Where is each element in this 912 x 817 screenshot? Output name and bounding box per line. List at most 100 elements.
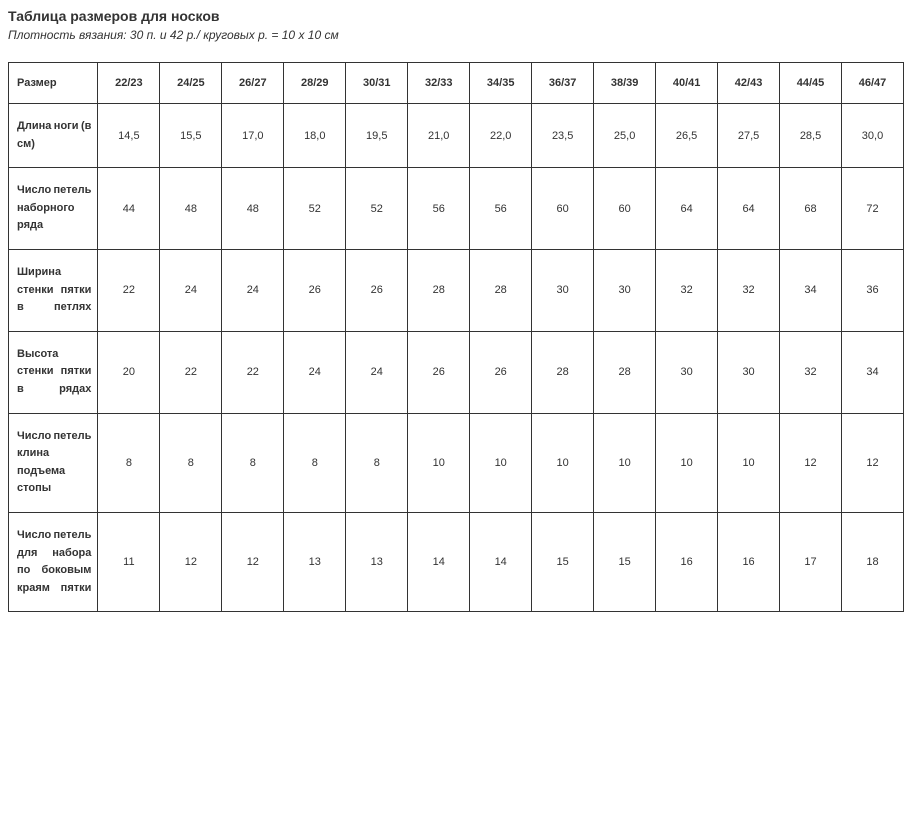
cell-value: 72 (842, 168, 904, 250)
cell-value: 28 (408, 249, 470, 331)
row-label: Длина ноги (в см) (9, 104, 98, 168)
size-col: 32/33 (408, 63, 470, 104)
cell-value: 24 (222, 249, 284, 331)
cell-value: 28 (532, 331, 594, 413)
cell-value: 60 (532, 168, 594, 250)
table-body: Длина ноги (в см)14,515,517,018,019,521,… (9, 104, 904, 612)
header-label: Размер (9, 63, 98, 104)
table-row: Число петель клина подъема стопы88888101… (9, 413, 904, 512)
cell-value: 8 (346, 413, 408, 512)
cell-value: 17 (780, 512, 842, 611)
row-label: Число петель для набора по боковым краям… (9, 512, 98, 611)
cell-value: 13 (284, 512, 346, 611)
size-col: 42/43 (718, 63, 780, 104)
cell-value: 30 (532, 249, 594, 331)
cell-value: 12 (842, 413, 904, 512)
cell-value: 22 (160, 331, 222, 413)
size-col: 30/31 (346, 63, 408, 104)
cell-value: 15 (532, 512, 594, 611)
cell-value: 26 (470, 331, 532, 413)
cell-value: 24 (346, 331, 408, 413)
cell-value: 12 (780, 413, 842, 512)
row-label: Число петель наборного ряда (9, 168, 98, 250)
cell-value: 56 (470, 168, 532, 250)
size-col: 24/25 (160, 63, 222, 104)
cell-value: 30,0 (842, 104, 904, 168)
cell-value: 17,0 (222, 104, 284, 168)
cell-value: 14 (470, 512, 532, 611)
cell-value: 15 (594, 512, 656, 611)
cell-value: 30 (718, 331, 780, 413)
cell-value: 10 (718, 413, 780, 512)
gauge-subtitle: Плотность вязания: 30 п. и 42 р./ кругов… (8, 28, 904, 42)
cell-value: 14,5 (98, 104, 160, 168)
size-col: 38/39 (594, 63, 656, 104)
size-col: 28/29 (284, 63, 346, 104)
size-col: 26/27 (222, 63, 284, 104)
cell-value: 16 (656, 512, 718, 611)
cell-value: 8 (284, 413, 346, 512)
table-row: Ширина стенки пятки в петлях222424262628… (9, 249, 904, 331)
cell-value: 64 (656, 168, 718, 250)
size-col: 34/35 (470, 63, 532, 104)
cell-value: 32 (718, 249, 780, 331)
cell-value: 12 (160, 512, 222, 611)
table-row: Длина ноги (в см)14,515,517,018,019,521,… (9, 104, 904, 168)
cell-value: 23,5 (532, 104, 594, 168)
cell-value: 52 (346, 168, 408, 250)
cell-value: 18,0 (284, 104, 346, 168)
cell-value: 12 (222, 512, 284, 611)
cell-value: 8 (222, 413, 284, 512)
cell-value: 18 (842, 512, 904, 611)
cell-value: 44 (98, 168, 160, 250)
cell-value: 14 (408, 512, 470, 611)
cell-value: 32 (656, 249, 718, 331)
sock-size-table: Размер 22/23 24/25 26/27 28/29 30/31 32/… (8, 62, 904, 612)
cell-value: 28 (470, 249, 532, 331)
cell-value: 19,5 (346, 104, 408, 168)
cell-value: 10 (532, 413, 594, 512)
cell-value: 21,0 (408, 104, 470, 168)
cell-value: 20 (98, 331, 160, 413)
cell-value: 64 (718, 168, 780, 250)
cell-value: 10 (408, 413, 470, 512)
cell-value: 15,5 (160, 104, 222, 168)
cell-value: 26 (346, 249, 408, 331)
cell-value: 10 (594, 413, 656, 512)
cell-value: 30 (594, 249, 656, 331)
cell-value: 24 (160, 249, 222, 331)
table-row: Высота стенки пятки в рядах2022222424262… (9, 331, 904, 413)
cell-value: 28,5 (780, 104, 842, 168)
cell-value: 10 (656, 413, 718, 512)
cell-value: 48 (160, 168, 222, 250)
size-col: 36/37 (532, 63, 594, 104)
cell-value: 30 (656, 331, 718, 413)
page-title: Таблица размеров для носков (8, 8, 904, 24)
cell-value: 22 (98, 249, 160, 331)
cell-value: 24 (284, 331, 346, 413)
cell-value: 36 (842, 249, 904, 331)
cell-value: 8 (160, 413, 222, 512)
cell-value: 16 (718, 512, 780, 611)
cell-value: 27,5 (718, 104, 780, 168)
row-label: Высота стенки пятки в рядах (9, 331, 98, 413)
row-label: Число петель клина подъема стопы (9, 413, 98, 512)
cell-value: 60 (594, 168, 656, 250)
cell-value: 32 (780, 331, 842, 413)
cell-value: 28 (594, 331, 656, 413)
cell-value: 10 (470, 413, 532, 512)
cell-value: 34 (780, 249, 842, 331)
row-label: Ширина стенки пятки в петлях (9, 249, 98, 331)
table-header-row: Размер 22/23 24/25 26/27 28/29 30/31 32/… (9, 63, 904, 104)
size-col: 46/47 (842, 63, 904, 104)
cell-value: 34 (842, 331, 904, 413)
cell-value: 52 (284, 168, 346, 250)
size-col: 40/41 (656, 63, 718, 104)
size-col: 44/45 (780, 63, 842, 104)
table-row: Число петель наборного ряда4448485252565… (9, 168, 904, 250)
cell-value: 11 (98, 512, 160, 611)
cell-value: 13 (346, 512, 408, 611)
cell-value: 26 (284, 249, 346, 331)
cell-value: 25,0 (594, 104, 656, 168)
cell-value: 8 (98, 413, 160, 512)
